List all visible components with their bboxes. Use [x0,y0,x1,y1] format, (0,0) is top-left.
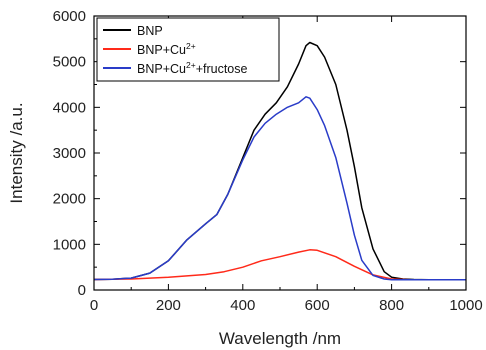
series-line-2 [93,249,466,281]
legend-label-2: BNP+Cu2+ [137,41,196,57]
y-tick-label: 1000 [53,236,86,253]
y-tick-label: 0 [78,282,86,299]
legend-label-1: BNP [137,24,163,38]
x-tick-label: 200 [156,297,181,314]
y-axis-title: Intensity /a.u. [7,102,26,203]
series-line-3 [93,96,466,281]
y-tick-label: 5000 [53,54,86,71]
y-axis: 0 1000 2000 3000 4000 5000 6000 [53,8,466,299]
y-tick-label: 2000 [53,191,86,208]
x-axis-title: Wavelength /nm [219,329,341,348]
x-tick-label: 800 [379,297,404,314]
legend: BNP BNP+Cu2+ BNP+Cu2++fructose [96,17,280,82]
y-tick-label: 4000 [53,99,86,116]
y-tick-label: 3000 [53,145,86,162]
x-axis: 0 200 400 600 800 1000 [90,16,483,314]
y-tick-label: 6000 [53,8,86,25]
x-tick-label: 400 [230,297,255,314]
plot-area [93,41,466,281]
x-tick-label: 0 [90,297,98,314]
legend-label-3: BNP+Cu2++fructose [137,60,247,76]
x-tick-label: 1000 [449,297,482,314]
x-tick-label: 600 [305,297,330,314]
